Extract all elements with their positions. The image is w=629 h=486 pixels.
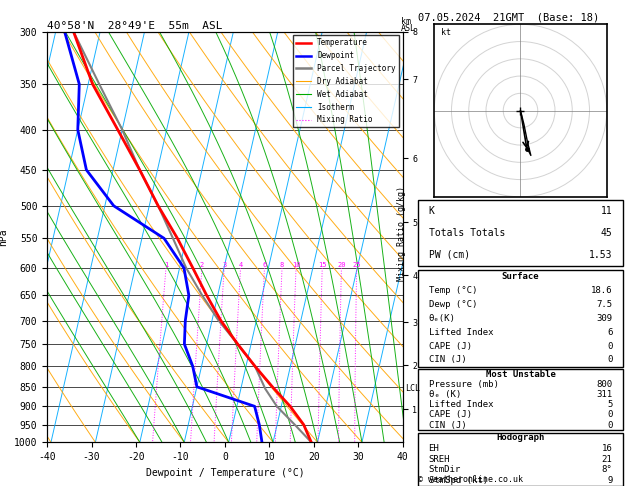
Text: CIN (J): CIN (J) xyxy=(428,355,466,364)
Text: 309: 309 xyxy=(596,314,613,323)
Text: 0: 0 xyxy=(607,355,613,364)
Y-axis label: hPa: hPa xyxy=(0,228,8,246)
Text: 1: 1 xyxy=(164,262,168,268)
Text: 311: 311 xyxy=(596,390,613,399)
Text: Lifted Index: Lifted Index xyxy=(428,328,493,337)
Text: 18.6: 18.6 xyxy=(591,286,613,295)
Text: 4: 4 xyxy=(238,262,243,268)
Text: CAPE (J): CAPE (J) xyxy=(428,410,472,419)
Text: CIN (J): CIN (J) xyxy=(428,420,466,430)
Text: Pressure (mb): Pressure (mb) xyxy=(428,380,498,389)
Text: Dewp (°C): Dewp (°C) xyxy=(428,300,477,309)
Text: PW (cm): PW (cm) xyxy=(428,250,470,260)
Text: 9: 9 xyxy=(607,476,613,485)
Text: Mixing Ratio (g/kg): Mixing Ratio (g/kg) xyxy=(397,186,406,281)
Text: 11: 11 xyxy=(601,206,613,216)
Text: km: km xyxy=(401,17,411,26)
Legend: Temperature, Dewpoint, Parcel Trajectory, Dry Adiabat, Wet Adiabat, Isotherm, Mi: Temperature, Dewpoint, Parcel Trajectory… xyxy=(292,35,399,127)
Text: CAPE (J): CAPE (J) xyxy=(428,342,472,350)
Text: 25: 25 xyxy=(352,262,361,268)
Text: 10: 10 xyxy=(292,262,300,268)
Text: K: K xyxy=(428,206,435,216)
Text: 20: 20 xyxy=(337,262,346,268)
Text: Totals Totals: Totals Totals xyxy=(428,228,505,238)
Text: 15: 15 xyxy=(318,262,326,268)
Text: EH: EH xyxy=(428,444,439,453)
Text: 0: 0 xyxy=(607,410,613,419)
Text: StmSpd (kt): StmSpd (kt) xyxy=(428,476,487,485)
Text: 21: 21 xyxy=(602,455,613,464)
Text: 7.5: 7.5 xyxy=(596,300,613,309)
Text: 07.05.2024  21GMT  (Base: 18): 07.05.2024 21GMT (Base: 18) xyxy=(418,12,599,22)
Text: Temp (°C): Temp (°C) xyxy=(428,286,477,295)
Text: StmDir: StmDir xyxy=(428,466,461,474)
Text: 8: 8 xyxy=(280,262,284,268)
Text: 5: 5 xyxy=(607,400,613,409)
Text: © weatheronline.co.uk: © weatheronline.co.uk xyxy=(418,474,523,484)
Text: 3: 3 xyxy=(222,262,226,268)
Text: ASL: ASL xyxy=(401,24,416,34)
Text: 6: 6 xyxy=(262,262,267,268)
Text: 0: 0 xyxy=(607,420,613,430)
Text: 0: 0 xyxy=(607,342,613,350)
Text: 2: 2 xyxy=(200,262,204,268)
Text: 6: 6 xyxy=(607,328,613,337)
Text: LCL: LCL xyxy=(405,384,420,393)
Text: 16: 16 xyxy=(602,444,613,453)
Text: kt: kt xyxy=(441,28,451,36)
Text: 8°: 8° xyxy=(602,466,613,474)
Text: 40°58'N  28°49'E  55m  ASL: 40°58'N 28°49'E 55m ASL xyxy=(47,21,223,31)
Text: SREH: SREH xyxy=(428,455,450,464)
Text: 800: 800 xyxy=(596,380,613,389)
Text: θₑ(K): θₑ(K) xyxy=(428,314,455,323)
X-axis label: Dewpoint / Temperature (°C): Dewpoint / Temperature (°C) xyxy=(145,468,304,478)
Text: 1.53: 1.53 xyxy=(589,250,613,260)
Text: 45: 45 xyxy=(601,228,613,238)
Text: Hodograph: Hodograph xyxy=(496,434,545,442)
Text: Most Unstable: Most Unstable xyxy=(486,370,555,379)
Text: θₑ (K): θₑ (K) xyxy=(428,390,461,399)
Text: Surface: Surface xyxy=(502,272,539,281)
Text: Lifted Index: Lifted Index xyxy=(428,400,493,409)
